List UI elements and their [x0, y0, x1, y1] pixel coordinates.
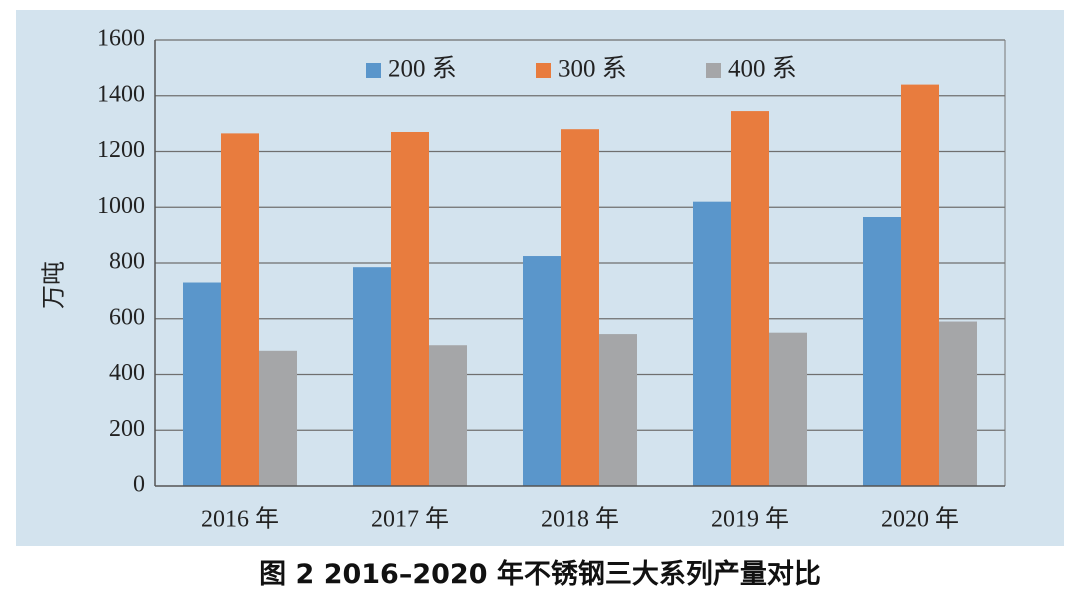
x-tick-label: 2020 年: [881, 506, 959, 533]
y-tick-label: 1000: [97, 193, 145, 219]
y-tick-label: 1200: [97, 137, 145, 163]
legend-swatch: [706, 63, 721, 78]
bar-400-series-2020年: [939, 321, 977, 486]
x-tick-label: 2017 年: [371, 506, 449, 533]
bar-300-series-2019年: [731, 111, 769, 487]
y-tick-label: 600: [109, 304, 145, 330]
bars: [183, 84, 977, 487]
bar-200-series-2018年: [523, 256, 561, 486]
bar-200-series-2019年: [693, 201, 731, 487]
bar-200-series-2020年: [863, 217, 901, 486]
y-axis-label: 万吨: [41, 261, 68, 309]
y-tick-label: 400: [109, 360, 145, 386]
axes: [154, 40, 1006, 487]
y-tick-label: 1600: [97, 26, 145, 52]
y-tick-label: 0: [133, 472, 145, 498]
figure-caption: 图 2 2016–2020 年不锈钢三大系列产量对比: [259, 559, 821, 590]
x-tick-label: 2018 年: [541, 506, 619, 533]
y-tick-label: 1400: [97, 81, 145, 107]
bar-200-series-2016年: [183, 282, 221, 486]
legend-label: 400 系: [728, 55, 797, 83]
x-tick-label: 2016 年: [201, 506, 279, 533]
bar-300-series-2018年: [561, 129, 599, 486]
legend-label: 300 系: [558, 55, 627, 83]
bar-400-series-2019年: [769, 332, 807, 486]
bar-400-series-2018年: [599, 334, 637, 486]
y-tick-label: 200: [109, 416, 145, 442]
bar-300-series-2020年: [901, 84, 939, 486]
legend-swatch: [366, 63, 381, 78]
legend-label: 200 系: [388, 55, 457, 83]
y-tick-labels: 0 200 400 600 800 1000 1200 1400 1600: [97, 26, 145, 498]
bar-400-series-2016年: [259, 350, 297, 486]
legend-swatch: [536, 63, 551, 78]
bar-400-series-2017年: [429, 345, 467, 486]
legend: 200 系 300 系 400 系: [366, 55, 797, 83]
bar-300-series-2016年: [221, 133, 259, 486]
x-tick-labels: 2016 年 2017 年 2018 年 2019 年 2020 年: [201, 506, 959, 533]
x-tick-label: 2019 年: [711, 506, 789, 533]
y-tick-label: 800: [109, 249, 145, 275]
bar-200-series-2017年: [353, 267, 391, 486]
bar-300-series-2017年: [391, 131, 429, 487]
